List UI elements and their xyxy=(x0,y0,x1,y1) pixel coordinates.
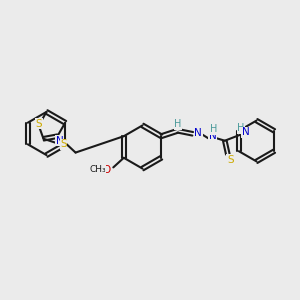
Text: S: S xyxy=(60,139,67,149)
Text: N: N xyxy=(194,128,202,138)
Text: CH₃: CH₃ xyxy=(89,165,106,174)
Text: N: N xyxy=(56,136,64,146)
Text: S: S xyxy=(227,154,233,165)
Text: H: H xyxy=(174,119,182,129)
Text: N: N xyxy=(209,131,217,141)
Text: N: N xyxy=(242,127,250,137)
Text: H: H xyxy=(237,123,244,133)
Text: O: O xyxy=(103,165,111,175)
Text: S: S xyxy=(35,118,42,129)
Text: H: H xyxy=(210,124,218,134)
